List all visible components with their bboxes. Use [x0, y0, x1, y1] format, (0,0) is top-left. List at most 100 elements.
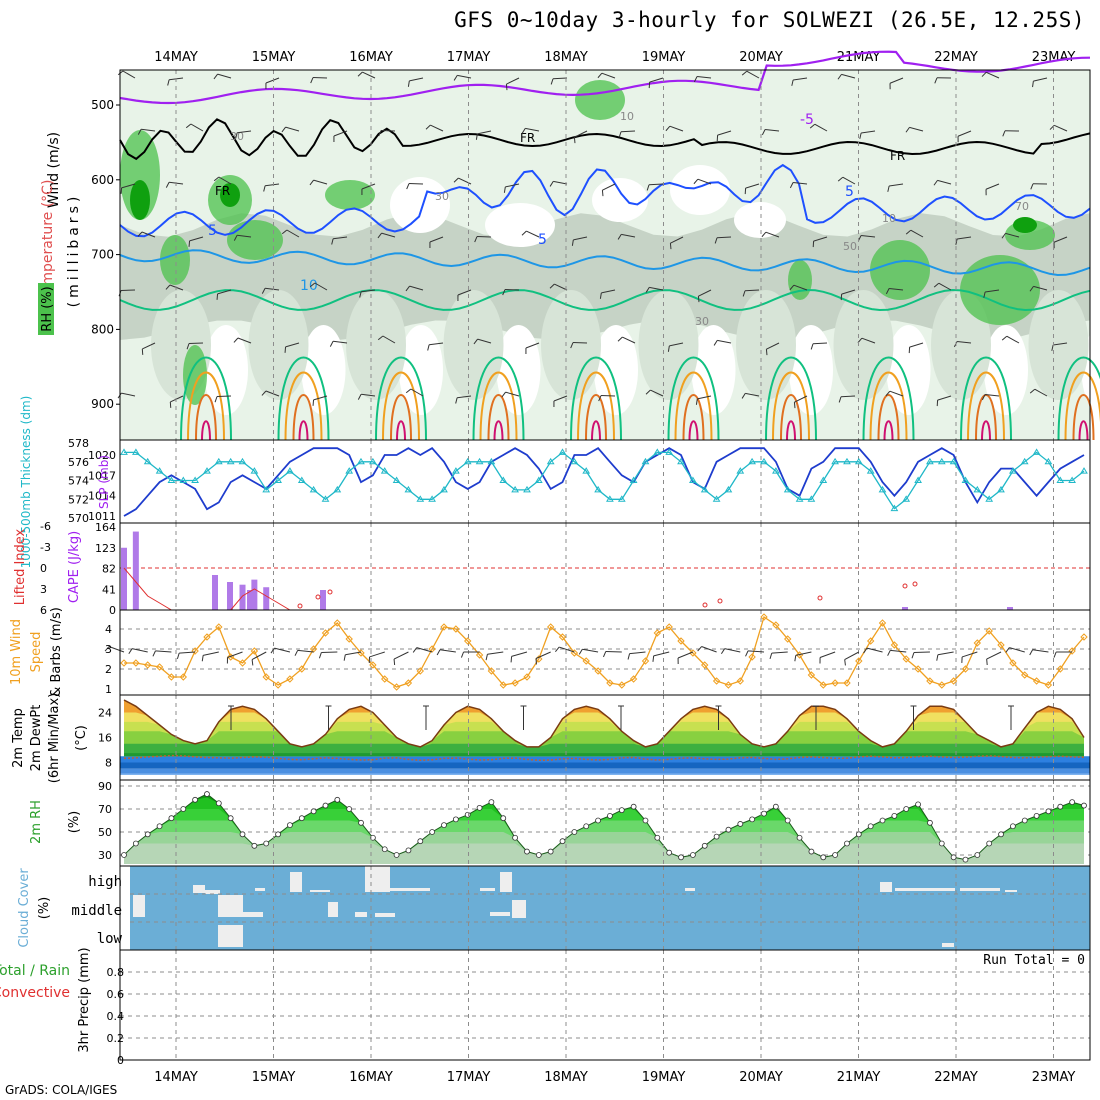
upper-wind-barb — [1006, 335, 1020, 344]
li-tick-label: -3 — [40, 541, 51, 554]
upper-wind-barb — [765, 349, 768, 356]
rh-point — [998, 831, 1004, 838]
upper-wind-barb — [1032, 81, 1034, 88]
upper-wind-barb — [791, 79, 794, 86]
surface-wind-barb — [677, 651, 694, 659]
temp-contour-10 — [119, 249, 1091, 277]
upper-wind-barb — [669, 125, 684, 132]
upper-wind-barb — [503, 186, 506, 193]
ylabel-slp: SLP (mb) — [97, 455, 111, 509]
thickness-point — [309, 485, 318, 493]
cape-bar — [227, 582, 233, 610]
rh-point — [630, 803, 637, 810]
surface-wind-barb — [794, 655, 797, 662]
thickness-point — [534, 476, 543, 483]
upper-wind-barb — [744, 289, 760, 292]
surface-wind-barb — [720, 648, 726, 654]
rh-point — [938, 840, 945, 847]
surface-wind-barb — [866, 647, 883, 653]
temp-contour-loop — [472, 356, 525, 441]
upper-wind-barb — [314, 282, 328, 291]
thickness-point — [736, 467, 745, 474]
thickness-point — [167, 476, 176, 483]
cloud-level-middle: middle — [71, 903, 122, 919]
upper-wind-barb — [620, 130, 636, 133]
temp-contour-loop — [667, 356, 720, 441]
wind-speed-point — [914, 665, 922, 673]
thickness-point — [1032, 448, 1041, 455]
rh-point — [950, 854, 957, 861]
rh-point — [287, 822, 293, 828]
wind-speed-point — [689, 649, 697, 657]
cloud-low-block — [942, 943, 954, 947]
upper-wind-barb — [359, 291, 362, 298]
dewpoint-line — [123, 754, 1085, 762]
rh-point — [346, 806, 353, 812]
upper-wind-barb — [474, 236, 478, 243]
surface-wind-barb — [887, 650, 891, 656]
upper-wind-barb — [794, 395, 808, 403]
cloud-level-low: low — [97, 931, 123, 947]
thickness-point — [665, 448, 674, 455]
upper-wind-barb — [427, 344, 430, 351]
thickness-point — [179, 476, 188, 483]
rh-point — [251, 842, 258, 849]
upper-wind-barb — [505, 84, 508, 91]
upper-wind-barb — [457, 74, 472, 79]
wind-speed-point — [985, 627, 993, 635]
temp-tick-label: 8 — [105, 757, 112, 770]
upper-wind-barb — [810, 343, 814, 350]
rh-contour-region — [248, 290, 309, 400]
wind-speed-point — [155, 663, 164, 671]
li-point — [717, 598, 723, 604]
upper-wind-barb — [167, 79, 170, 86]
rh-point — [393, 852, 400, 858]
temp-contour-loop — [1078, 420, 1089, 441]
surface-wind-barb — [627, 653, 631, 660]
rh-point — [535, 852, 542, 858]
cape-bar — [263, 587, 270, 610]
cloud-high-block — [255, 888, 265, 891]
upper-wind-barb — [331, 238, 334, 245]
freezing-level-contour — [119, 118, 1091, 161]
upper-wind-barb — [571, 239, 574, 246]
wind-speed-point — [878, 619, 887, 627]
thickness-point — [1056, 476, 1065, 483]
ylabel-temperature: Temperature (°C) — [40, 180, 56, 302]
upper-wind-barb — [697, 178, 712, 185]
upper-wind-barb — [549, 181, 554, 187]
wind-speed-point — [238, 659, 247, 667]
upper-wind-barb — [938, 282, 952, 291]
upper-wind-barb — [841, 289, 856, 295]
upper-wind-barb — [477, 130, 492, 135]
rh-contour-region — [833, 290, 894, 400]
upper-wind-barb — [357, 394, 362, 400]
upper-wind-barb — [525, 342, 540, 349]
wind-speed-point — [215, 623, 223, 631]
wind-tick-label: 3 — [105, 643, 112, 656]
upper-wind-barb — [141, 231, 156, 238]
rh-tick-label: 90 — [98, 780, 112, 793]
upper-wind-barb — [429, 342, 444, 346]
thickness-point — [831, 457, 839, 465]
temp-contour-loop — [981, 420, 991, 441]
temp-band — [120, 773, 1090, 775]
wind-speed-point — [843, 679, 851, 687]
upper-wind-barb — [669, 342, 684, 347]
wind-speed-point — [440, 623, 448, 631]
upper-wind-barb — [473, 338, 478, 345]
wind-speed-point — [855, 657, 863, 665]
upper-wind-barb — [501, 391, 506, 398]
wind-speed-point — [973, 639, 982, 647]
upper-wind-barb — [213, 176, 220, 182]
upper-wind-barb — [214, 396, 218, 403]
thickness-point — [286, 467, 294, 474]
thickness-point — [795, 495, 804, 502]
temp-contour-5 — [119, 163, 1091, 238]
rh-legend-swatch — [38, 283, 54, 335]
upper-wind-barb — [716, 236, 732, 239]
upper-wind-barb — [910, 229, 924, 238]
upper-wind-barb — [713, 340, 718, 346]
upper-wind-barb — [714, 237, 718, 244]
upper-wind-barb — [573, 137, 576, 144]
